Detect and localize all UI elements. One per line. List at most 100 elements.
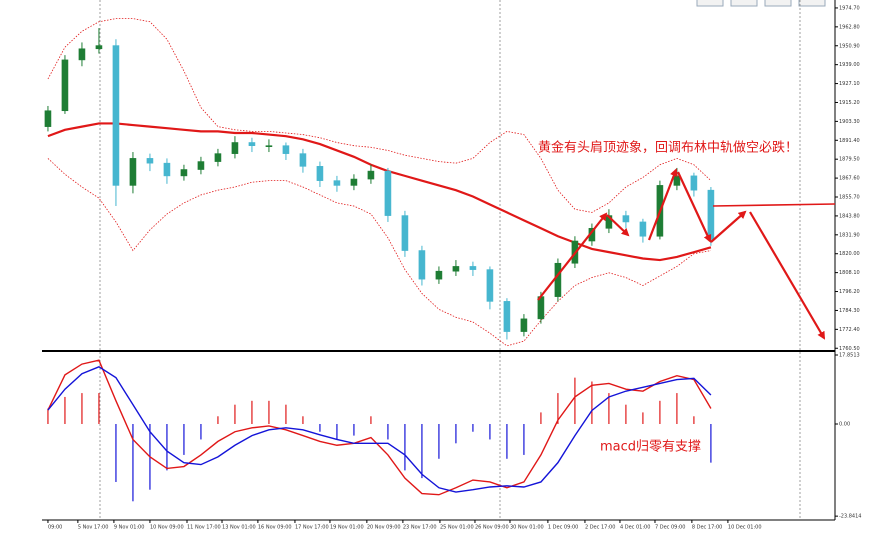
x-tick-label: 25 Nov 01:00 [440,525,474,531]
trend-arrow [647,168,678,241]
x-tick-label: 23 Nov 17:00 [403,525,437,531]
y-tick-label: 1879.50 [839,157,860,163]
candle-body [214,153,222,162]
candle-body [299,153,307,167]
candle-body [622,215,630,223]
y-tick-label: -23.8414 [839,514,861,520]
y-tick-label: 1950.90 [839,43,860,49]
candle-body [554,262,562,297]
candle-body [367,170,375,180]
candle-body [452,266,460,272]
toolbar-button[interactable] [764,0,792,7]
line [47,18,712,213]
candle-body [333,180,341,186]
trend-arrow [537,212,608,301]
candle-body [707,189,715,240]
x-tick-label: 9 Nov 01:00 [114,525,145,531]
candle-body [248,142,256,146]
x-tick-label: 10 Nov 09:00 [150,525,184,531]
x-tick-label: 09:00 [48,525,62,531]
y-tick-label: 1808.10 [839,270,860,276]
x-tick-label: 7 Dec 09:00 [655,525,685,531]
x-tick-label: 8 Dec 17:00 [692,525,722,531]
candle-body [673,175,681,186]
y-tick-label: 1760.50 [839,346,860,352]
y-tick-label: 0.00 [839,422,850,428]
candle-body [639,221,647,237]
x-tick-label: 20 Nov 09:00 [367,525,401,531]
y-tick-label: 1831.90 [839,232,860,238]
y-tick-label: 1867.60 [839,176,860,182]
y-tick-label: 17.8513 [839,353,860,359]
y-tick-label: 1903.30 [839,119,860,125]
line [47,359,712,496]
candle-body [112,45,120,186]
candle-body [265,145,273,147]
trend-arrow [710,210,747,243]
line [47,122,712,262]
candle-body [469,266,477,270]
x-tick-label: 10 Dec 01:00 [728,525,762,531]
candle-body [282,145,290,154]
x-tick-label: 1 Dec 09:00 [548,525,578,531]
x-tick-label: 19 Nov 01:00 [330,525,364,531]
candle-body [401,215,409,251]
candle-body [316,166,324,181]
candle-body [486,269,494,302]
y-tick-label: 1772.40 [839,327,860,333]
x-tick-label: 16 Nov 09:00 [258,525,292,531]
candle-body [61,59,69,112]
y-tick-label: 1784.30 [839,308,860,314]
y-tick-label: 1927.10 [839,81,860,87]
y-tick-label: 1855.70 [839,195,860,201]
x-tick-label: 2 Dec 17:00 [585,525,615,531]
candle-body [350,178,358,186]
candle-body [503,301,511,332]
candle-body [520,318,528,332]
candle-body [95,45,103,50]
trend-arrow [677,171,712,243]
candle-body [231,142,239,154]
trend-arrow [606,214,630,237]
y-tick-label: 1974.70 [839,5,860,11]
annotation: macd归零有支撑 [600,440,701,455]
candle-body [78,48,86,61]
x-tick-label: 17 Nov 17:00 [295,525,329,531]
plot: 1974.70 1962.80 1950.90 1939.00 1927.10 1915.… [44,5,861,531]
candle-body [384,170,392,216]
candle-body [146,158,154,164]
y-tick-label: 1820.00 [839,251,860,257]
x-tick-label: 30 Nov 01:00 [510,525,544,531]
separators [99,0,801,520]
annotation: 黄金有头肩顶迹象，回调布林中轨做空必跌！ [538,140,798,156]
candle-body [690,175,698,191]
candle-body [197,161,205,170]
neckline [712,203,836,207]
y-tick-label: 1843.80 [839,213,860,219]
line [47,366,712,493]
candle-body [129,158,137,186]
trend-drawings [537,168,836,340]
y-tick-label: 1891.40 [839,138,860,144]
y-tick-label: 1796.20 [839,289,860,295]
candle-body [435,270,443,280]
x-tick-label: 26 Nov 09:00 [475,525,509,531]
toolbar-button[interactable] [696,0,724,7]
x-tick-label: 11 Nov 17:00 [187,525,221,531]
x-tick-label: 4 Dec 01:00 [620,525,650,531]
candle-body [44,110,52,127]
y-tick-label: 1939.00 [839,62,860,68]
line [47,158,711,347]
x-tick-label: 13 Nov 01:00 [222,525,256,531]
y-tick-label: 1962.80 [839,24,860,30]
toolbar-button[interactable] [798,0,826,7]
toolbar [696,0,826,7]
candle-body [163,162,171,177]
forecast-arrow [749,211,826,340]
candle-body [180,169,188,177]
x-tick-label: 5 Nov 17:00 [78,525,109,531]
toolbar-button[interactable] [730,0,758,7]
candle-body [418,250,426,280]
